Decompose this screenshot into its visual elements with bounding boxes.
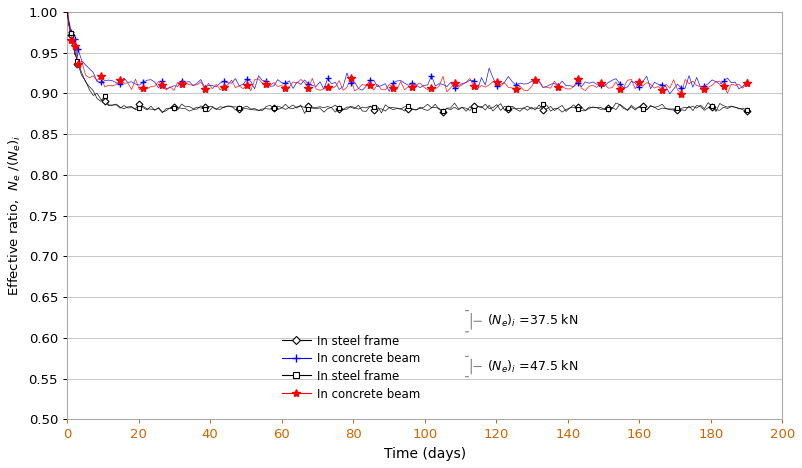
Y-axis label: Effective ratio,  $N_e$ /$(N_e )_i$: Effective ratio, $N_e$ /$(N_e )_i$	[7, 135, 23, 296]
Text: $(N_e )_i$ =37.5 kN: $(N_e )_i$ =37.5 kN	[487, 313, 578, 329]
Text: $(N_e )_i$ =47.5 kN: $(N_e )_i$ =47.5 kN	[487, 358, 578, 374]
X-axis label: Time (days): Time (days)	[383, 447, 466, 461]
Legend: In steel frame, In concrete beam, In steel frame, In concrete beam: In steel frame, In concrete beam, In ste…	[277, 330, 425, 405]
